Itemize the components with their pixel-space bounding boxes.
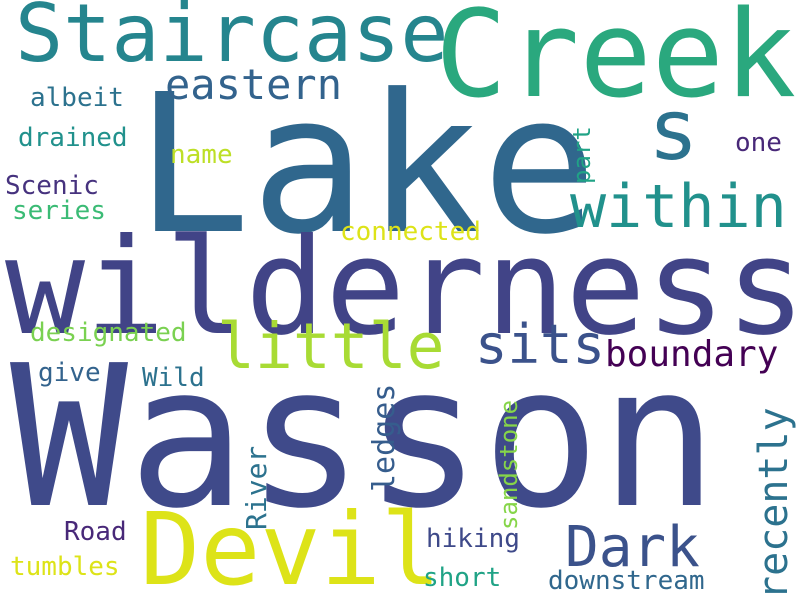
word-eastern: eastern — [165, 60, 343, 109]
word-part: part — [568, 126, 596, 184]
word-creek: Creek — [435, 0, 797, 125]
word-tumbles: tumbles — [10, 552, 120, 582]
word-wilderness: wilderness — [5, 211, 800, 365]
word-sits: sits — [475, 313, 606, 376]
word-one: one — [735, 128, 782, 158]
word-give: give — [38, 358, 101, 388]
word-lake: Lake — [135, 54, 598, 277]
word-albeit: albeit — [30, 83, 124, 113]
word-staircase: Staircase — [15, 0, 449, 80]
word-downstream: downstream — [548, 566, 705, 596]
word-river: River — [240, 445, 273, 530]
word-scenic: Scenic — [5, 171, 99, 201]
word-designated: designated — [30, 318, 187, 348]
word-name: name — [170, 140, 233, 170]
word-wasson: Wasson — [10, 324, 719, 552]
word-sandstone: sandstone — [495, 399, 523, 530]
word-hiking: hiking — [426, 524, 520, 554]
word-ledges: ledges — [367, 383, 402, 492]
word-s: s — [648, 81, 699, 179]
word-drained: drained — [18, 123, 128, 153]
word-boundary: boundary — [605, 334, 779, 375]
word-wild: Wild — [142, 363, 205, 393]
word-dark: Dark — [565, 515, 700, 580]
word-connected: connected — [340, 217, 481, 247]
word-recently: recently — [751, 407, 797, 600]
word-road: Road — [64, 517, 127, 547]
word-series: series — [12, 196, 106, 226]
word-within: within — [570, 172, 787, 242]
word-short: short — [423, 563, 502, 593]
word-devil: Devil — [140, 491, 442, 600]
word-little: little — [217, 310, 445, 383]
